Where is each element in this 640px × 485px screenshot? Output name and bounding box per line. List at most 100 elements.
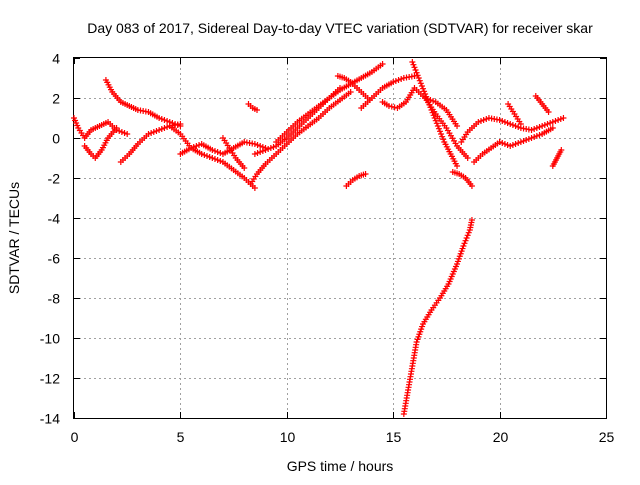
data-point [379,61,386,67]
data-point [417,80,424,87]
data-point [118,129,125,135]
data-point [512,141,519,147]
y-tick-label: -4 [48,211,61,227]
data-point [337,85,343,91]
data-point [414,72,421,79]
series-arc-q [400,217,475,417]
x-tick-label: 25 [599,429,615,445]
data-point [193,143,200,149]
data-point [509,122,516,128]
data-point [462,237,469,244]
data-point [177,121,184,127]
data-point [413,69,420,76]
data-point [429,109,436,116]
y-tick-label: -6 [48,251,61,267]
data-point [523,137,530,143]
data-point [259,148,266,154]
data-point [496,117,503,123]
data-point [427,104,434,111]
data-point [549,125,556,131]
data-point [257,149,264,155]
data-point [531,126,538,132]
data-point [430,112,437,119]
data-point [427,97,434,103]
data-point [113,125,120,131]
data-point [525,136,532,142]
data-point [209,155,216,161]
data-point [528,127,535,133]
series-arc-d [117,121,184,165]
series-arc-u [471,125,556,165]
data-point [158,116,165,122]
data-point [257,143,264,149]
data-point [385,103,392,109]
data-point [464,155,471,161]
series-arc-x [549,147,565,169]
data-point [475,119,482,125]
y-tick-label: 0 [52,131,60,147]
data-point [433,120,440,127]
data-point [468,217,475,223]
data-point [515,124,522,130]
data-point [428,107,435,113]
data-point [434,123,441,129]
data-point [254,142,261,148]
data-point [424,96,431,102]
series-arc-i [247,89,354,187]
data-point [156,127,163,133]
data-point [158,126,165,132]
series-arc-c [102,77,184,129]
data-point [437,128,444,135]
data-point [188,145,195,151]
data-point [164,118,171,124]
data-point [411,73,418,79]
data-point [419,85,426,92]
data-point [251,151,258,157]
y-tick-label: 2 [52,91,60,107]
data-point [409,59,416,65]
data-point [265,146,272,152]
data-point [214,157,221,163]
data-point [536,132,543,138]
data-point [267,145,274,151]
data-point [347,89,354,95]
data-point [190,144,197,150]
data-point [412,67,419,73]
data-point [116,128,123,134]
data-point [206,154,213,160]
y-tick-label: -14 [40,411,60,427]
data-point [201,152,208,158]
series-arc-h [245,101,261,113]
data-point [465,229,472,236]
x-tick-label: 20 [493,429,509,445]
data-point [362,171,369,177]
data-point [392,78,399,84]
data-point [557,116,564,122]
data-point [416,77,423,84]
data-point [531,134,538,140]
y-tick-label: -8 [48,291,61,307]
grid [74,58,606,418]
data-point [430,98,437,104]
data-point [411,64,418,71]
y-tick-label: -12 [40,371,60,387]
x-tick-label: 0 [71,429,79,445]
y-axis-label: SDTVAR / TECUs [6,182,22,294]
data-point [211,156,218,162]
data-point [390,79,397,85]
data-point [512,123,519,129]
plot-frame [73,57,607,419]
data-point [464,232,471,239]
data-point [145,131,152,137]
x-tick-label: 10 [280,429,296,445]
data-point [499,140,506,146]
data-point [536,124,543,130]
data-point [509,142,516,148]
data-point [426,101,433,108]
series-arc-a [71,115,131,141]
data-point [517,121,524,127]
data-point [504,142,511,148]
data-point [463,235,470,241]
data-point [156,115,163,121]
